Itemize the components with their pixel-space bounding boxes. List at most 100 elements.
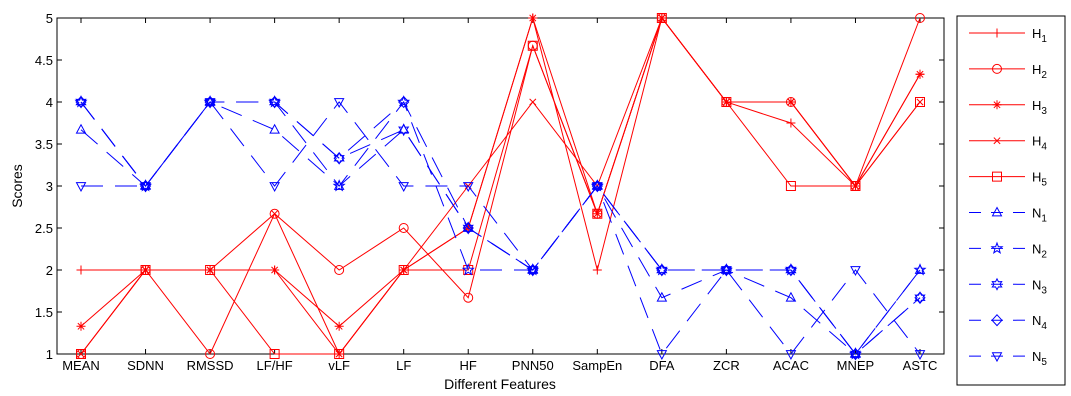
series-line <box>81 101 921 356</box>
legend-label: N4 <box>1032 313 1047 332</box>
legend-item: H1 <box>969 26 1047 45</box>
data-point <box>205 349 216 359</box>
data-point <box>268 95 281 109</box>
legend-marker <box>990 241 1004 254</box>
legend-label-main: H <box>1032 26 1041 41</box>
legend-label-subscript: 3 <box>1041 106 1047 117</box>
data-point <box>656 263 668 277</box>
data-point <box>332 179 346 192</box>
y-tick-label: 2.5 <box>35 221 53 236</box>
data-point <box>205 265 216 275</box>
data-point <box>528 13 538 23</box>
data-point <box>914 263 926 274</box>
legend-marker <box>992 28 1002 38</box>
series-line <box>80 16 921 355</box>
data-point <box>140 182 151 193</box>
data-point <box>529 98 537 106</box>
legend-label-subscript: 5 <box>1041 357 1047 368</box>
legend-label-main: H <box>1032 134 1041 149</box>
data-point <box>787 98 795 106</box>
legend-marker <box>991 277 1003 291</box>
data-point <box>915 69 925 79</box>
data-point <box>269 208 280 219</box>
legend-label-main: H <box>1032 170 1041 185</box>
data-point <box>656 291 668 302</box>
data-point <box>462 221 474 235</box>
data-point <box>333 179 345 190</box>
data-point <box>204 95 216 106</box>
legend-box <box>956 15 1066 386</box>
data-point <box>914 350 926 361</box>
legend-marker <box>991 206 1003 217</box>
data-point <box>334 349 345 359</box>
data-point <box>850 181 861 191</box>
data-point <box>398 223 409 233</box>
data-point <box>913 263 927 276</box>
legend-label: N5 <box>1032 349 1047 368</box>
x-tick-label: ZCR <box>713 358 740 373</box>
data-point <box>333 152 345 165</box>
data-point <box>76 265 86 275</box>
x-tick-label: vLF <box>328 358 350 373</box>
legend-label: N2 <box>1032 241 1047 260</box>
data-point <box>849 347 862 361</box>
data-point <box>270 265 280 275</box>
x-tick-label: DFA <box>649 358 675 373</box>
y-tick-label: 1 <box>46 347 53 362</box>
x-tick-label: SampEn <box>572 358 622 373</box>
legend-marker <box>991 352 1003 363</box>
legend-label-subscript: 1 <box>1041 214 1047 225</box>
series-n5 <box>75 98 926 361</box>
legend-label-subscript: 2 <box>1041 249 1047 260</box>
data-point <box>785 181 796 191</box>
legend-item: N3 <box>969 277 1047 296</box>
legend-label-main: N <box>1032 277 1041 292</box>
legend-label: H1 <box>1032 26 1047 45</box>
legend-item: H3 <box>969 98 1047 117</box>
legend-label: N3 <box>1032 277 1047 296</box>
x-tick-label: RMSSD <box>187 358 234 373</box>
legend-label-main: N <box>1032 349 1041 364</box>
data-point <box>333 98 345 109</box>
legend-label-subscript: 4 <box>1041 321 1047 332</box>
legend-item: H4 <box>969 134 1047 153</box>
series-h5 <box>76 13 925 359</box>
data-point <box>462 182 474 193</box>
y-tick-label: 3 <box>46 179 53 194</box>
legend-label: H2 <box>1032 62 1047 81</box>
legend-label-main: N <box>1032 206 1041 221</box>
data-point <box>786 118 796 128</box>
lines-layer <box>74 13 927 361</box>
data-point <box>140 179 151 190</box>
legend-label-subscript: 2 <box>1041 70 1047 81</box>
data-point <box>334 321 344 331</box>
data-point <box>398 182 410 193</box>
legend-marker <box>992 100 1002 110</box>
data-point <box>398 123 410 134</box>
data-point <box>76 321 86 331</box>
legend-label: H4 <box>1032 134 1047 153</box>
x-tick-label: ASTC <box>903 358 938 373</box>
series-line <box>80 16 921 355</box>
data-point <box>398 123 410 137</box>
data-point <box>527 266 539 277</box>
data-point <box>785 263 797 277</box>
x-axis-label: Different Features <box>444 376 556 392</box>
legend-label-subscript: 5 <box>1041 178 1047 189</box>
data-point <box>914 291 926 304</box>
x-tick-label: LF/HF <box>257 358 293 373</box>
data-point <box>915 97 925 107</box>
data-point <box>850 347 861 358</box>
series-line <box>80 101 921 355</box>
legend-item: H2 <box>969 62 1047 81</box>
data-point <box>915 13 925 23</box>
y-tick-label: 2 <box>46 263 53 278</box>
data-point <box>591 179 603 190</box>
legend-label-main: H <box>1032 62 1041 77</box>
data-point <box>527 263 539 274</box>
data-point <box>592 208 603 219</box>
data-point <box>463 292 474 303</box>
data-point <box>75 182 87 193</box>
y-tick-label: 4.5 <box>35 53 53 68</box>
